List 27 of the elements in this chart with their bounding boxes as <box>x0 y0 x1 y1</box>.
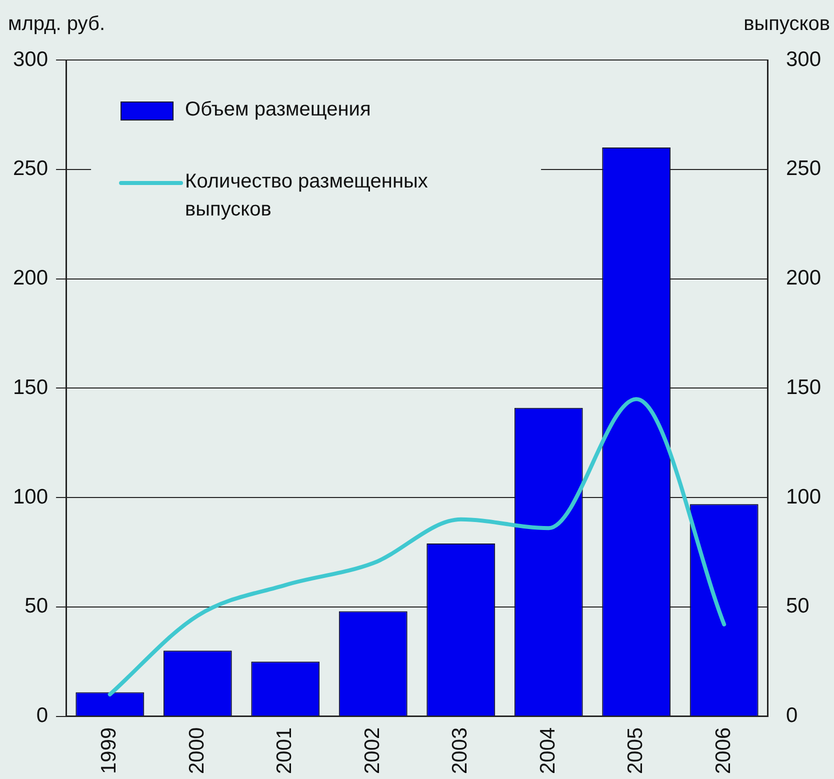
y2-tick-label: 50 <box>786 594 810 618</box>
y-tick-label: 300 <box>12 48 48 71</box>
x-tick-label: 2002 <box>360 727 384 774</box>
y-tick-label: 100 <box>12 485 48 508</box>
y2-tick-label: 300 <box>786 48 822 71</box>
y-tick-label: 150 <box>12 376 48 399</box>
x-tick-label: 2000 <box>185 727 208 774</box>
y2-tick-label: 200 <box>786 266 822 290</box>
y2-tick-label: 250 <box>786 157 822 180</box>
y-tick-label: 200 <box>12 266 48 290</box>
y-tick-label: 250 <box>12 157 48 180</box>
legend-label: Объем размещения <box>185 98 371 121</box>
y-tick-label: 50 <box>24 594 48 618</box>
x-tick-label: 2004 <box>536 726 560 774</box>
y2-tick-label: 100 <box>786 485 822 508</box>
x-tick-label: 2005 <box>624 727 648 774</box>
x-tick-label: 2003 <box>448 727 472 774</box>
x-tick-label: 2001 <box>273 727 296 774</box>
y2-tick-label: 150 <box>786 376 822 399</box>
line-series <box>108 397 726 696</box>
x-tick-label: 2006 <box>712 727 735 774</box>
y2-tick-label: 0 <box>786 704 798 728</box>
y2-axis-title: выпусков <box>744 13 830 35</box>
y-axis-title: млрд. руб. <box>8 13 106 35</box>
y-tick-label: 0 <box>36 704 48 728</box>
legend-label: Количество размещенных выпусков <box>185 170 428 221</box>
x-tick-label: 1999 <box>98 727 121 774</box>
